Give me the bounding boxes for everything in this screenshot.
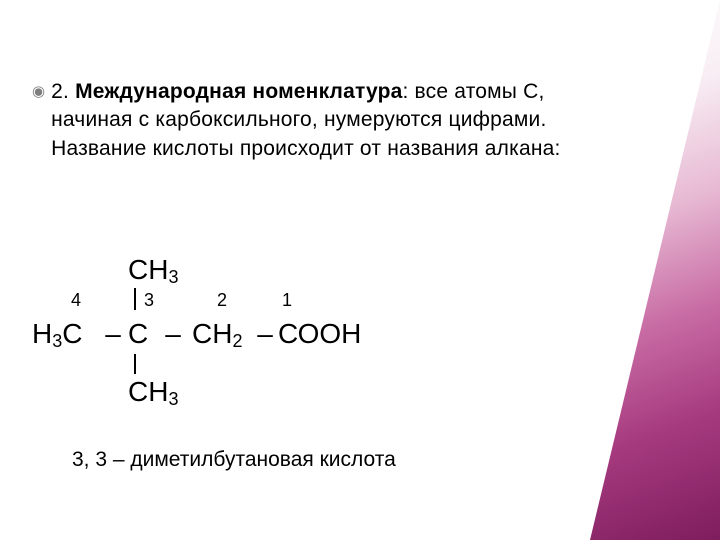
bond-2: – [154, 318, 192, 350]
main-text-block: ◉ 2. Международная номенклатура: все ато… [32, 78, 592, 163]
chain-c3: С [128, 318, 148, 350]
heading-number: 2. [51, 80, 69, 103]
bottom-substituent: СН [128, 376, 168, 408]
bond-vertical-top [134, 288, 136, 310]
chain-c4-sub: 3 [52, 331, 62, 352]
carbon-number-3: 3 [144, 290, 154, 311]
chain-c2-sub: 2 [232, 331, 242, 352]
chain-c4-c: С [62, 318, 82, 350]
bond-3: – [252, 318, 278, 350]
top-substituent-sub: 3 [168, 267, 178, 288]
bullet-icon: ◉ [32, 78, 45, 106]
bond-1: – [100, 318, 126, 350]
paragraph-text: 2. Международная номенклатура: все атомы… [51, 78, 592, 163]
corner-gradient [590, 0, 720, 540]
heading-bold: Международная номенклатура [75, 80, 402, 103]
bottom-substituent-sub: 3 [168, 389, 178, 410]
bullet-paragraph: ◉ 2. Международная номенклатура: все ато… [32, 78, 592, 163]
bond-vertical-bottom [134, 354, 136, 374]
chain-c2: СН [192, 318, 232, 350]
carbon-number-2: 2 [192, 290, 252, 311]
chain-c1-cooh: СООН [278, 318, 361, 350]
compound-name: 3, 3 – диметилбутановая кислота [72, 448, 396, 472]
chain-c4-h: Н [32, 318, 52, 350]
carbon-number-4: 4 [32, 290, 100, 311]
chemical-formula: СН3 4 3 2 1 Н3С – С – СН2 – СООН [32, 250, 388, 412]
top-substituent: СН [128, 254, 168, 286]
carbon-number-1: 1 [278, 290, 368, 311]
